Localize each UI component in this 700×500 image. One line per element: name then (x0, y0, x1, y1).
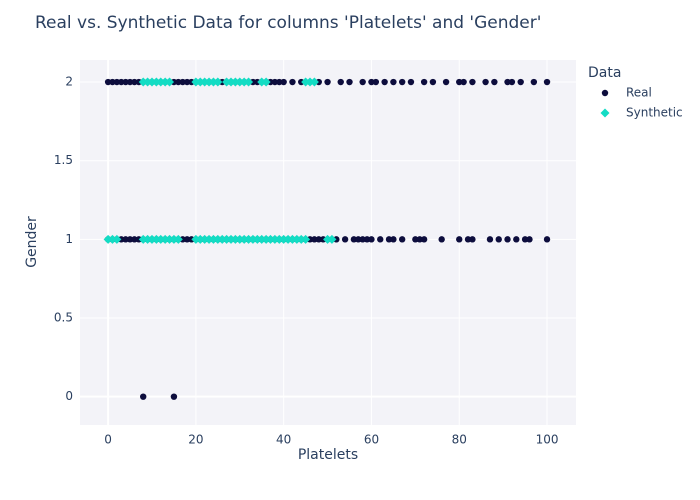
x-tick-label: 100 (536, 433, 559, 447)
chart-title: Real vs. Synthetic Data for columns 'Pla… (35, 13, 541, 33)
data-point (464, 236, 472, 243)
x-tick-label: 40 (276, 433, 291, 447)
data-point (122, 78, 129, 86)
data-point (126, 236, 134, 243)
data-point (337, 78, 344, 86)
data-point (359, 78, 366, 86)
data-point (363, 236, 371, 243)
data-point (508, 78, 516, 86)
data-point (213, 77, 223, 87)
x-tick-label: 0 (104, 433, 112, 447)
data-point (113, 78, 121, 86)
data-point (109, 78, 116, 86)
data-point (495, 236, 502, 243)
legend-label: Synthetic (626, 106, 683, 120)
data-point (175, 78, 182, 86)
data-point (122, 236, 129, 243)
data-point (183, 78, 191, 86)
data-point (183, 236, 191, 243)
y-axis-title: Gender (24, 216, 40, 268)
data-point (377, 236, 384, 243)
data-point (390, 236, 397, 243)
y-tick-label: 0.5 (54, 311, 73, 325)
data-point (173, 234, 183, 244)
data-point (276, 78, 283, 86)
data-point (324, 78, 331, 86)
data-point (482, 78, 489, 86)
legend-marker (600, 108, 610, 118)
data-point (315, 236, 322, 243)
data-point (280, 78, 287, 86)
data-point (289, 78, 296, 86)
data-point (341, 236, 349, 243)
data-point (381, 78, 388, 86)
data-point (271, 78, 279, 86)
x-tick-label: 20 (188, 433, 203, 447)
data-point (504, 78, 511, 86)
data-point (368, 78, 375, 86)
data-point (486, 236, 494, 243)
data-point (301, 234, 311, 244)
data-point (350, 236, 358, 243)
data-point (504, 236, 511, 243)
y-tick-label: 0 (65, 389, 73, 403)
data-point (456, 236, 463, 243)
legend-marker (601, 89, 609, 97)
data-point (442, 78, 450, 86)
data-point (131, 236, 138, 243)
legend-title: Data (588, 65, 621, 81)
data-point (416, 236, 423, 243)
data-point (456, 78, 463, 86)
data-point (118, 78, 125, 86)
data-point (530, 78, 538, 86)
legend-label: Real (626, 86, 652, 100)
data-point (355, 236, 362, 243)
data-point (521, 236, 529, 243)
x-axis-title: Platelets (298, 447, 358, 463)
data-point (526, 236, 533, 243)
data-point (390, 78, 397, 86)
data-point (398, 78, 406, 86)
x-tick-label: 60 (364, 433, 379, 447)
data-point (491, 78, 498, 86)
data-point (368, 236, 375, 243)
data-point (131, 78, 138, 86)
data-point (420, 236, 428, 243)
x-tick-label: 80 (452, 433, 467, 447)
data-point (469, 236, 476, 243)
data-point (460, 78, 467, 86)
data-point (513, 236, 520, 243)
data-point (140, 393, 147, 400)
data-point (179, 78, 186, 86)
y-tick-label: 1.5 (54, 153, 73, 167)
data-point (429, 78, 437, 86)
data-point (112, 234, 122, 244)
data-point (359, 236, 366, 243)
data-point (126, 78, 134, 86)
data-point (438, 236, 445, 243)
data-point (385, 236, 393, 243)
data-point (261, 77, 271, 87)
y-tick-label: 2 (65, 75, 73, 89)
data-point (327, 234, 337, 244)
data-point (244, 77, 254, 87)
data-point (346, 78, 353, 86)
data-point (309, 77, 319, 87)
data-point (407, 78, 415, 86)
data-point (517, 78, 524, 86)
data-point (104, 78, 112, 86)
data-point (398, 236, 406, 243)
data-point (543, 236, 551, 243)
data-point (170, 393, 178, 400)
data-point (469, 78, 476, 86)
y-tick-label: 1 (65, 232, 73, 246)
data-point (311, 236, 318, 243)
data-point (420, 78, 428, 86)
data-point (412, 236, 419, 243)
data-point (543, 78, 551, 86)
data-point (165, 77, 175, 87)
data-point (372, 78, 380, 86)
